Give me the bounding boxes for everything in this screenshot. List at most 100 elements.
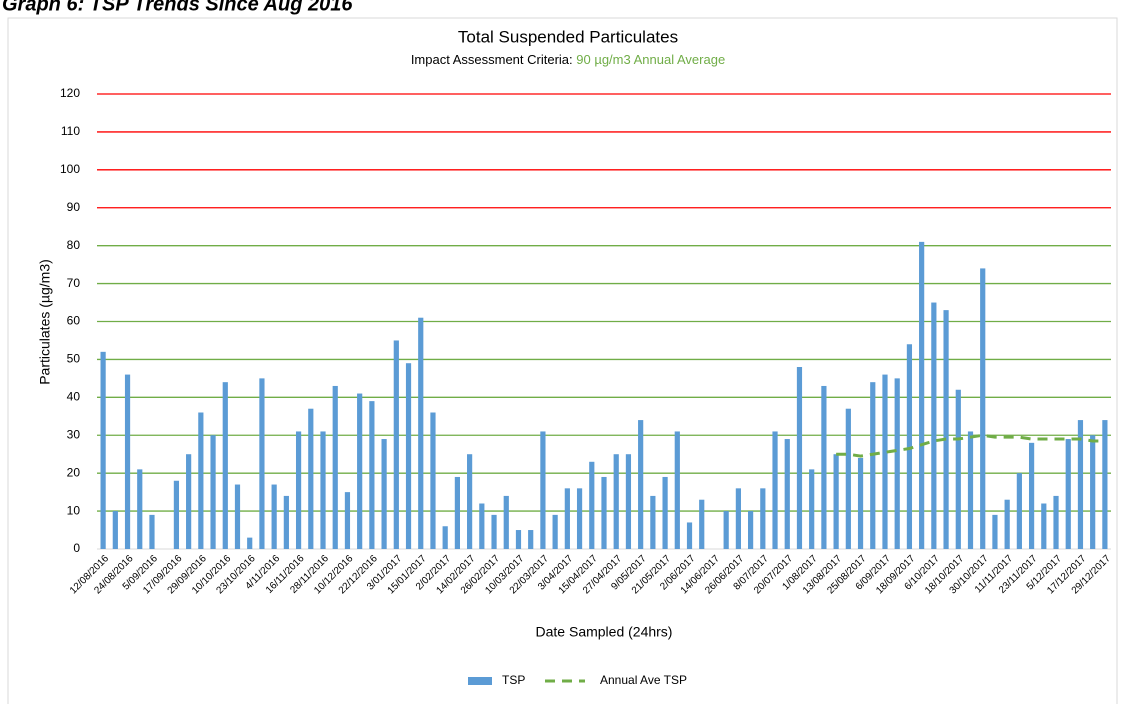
bar — [772, 431, 778, 549]
bar — [405, 363, 412, 549]
bar — [735, 488, 741, 549]
page-title: Graph 6: TSP Trends Since Aug 2016 — [2, 0, 353, 15]
y-tick-label: 100 — [60, 162, 80, 176]
bar — [100, 351, 106, 549]
legend-label: Annual Ave TSP — [600, 673, 687, 687]
bar — [454, 476, 460, 549]
bar — [870, 382, 876, 549]
bar — [198, 412, 204, 549]
bar — [613, 454, 619, 549]
bar — [1090, 435, 1096, 549]
bar — [564, 488, 570, 549]
chart-subtitle: Impact Assessment Criteria: 90 µg/m3 Ann… — [411, 52, 725, 67]
bar — [222, 382, 228, 549]
bar — [479, 503, 485, 549]
bar — [589, 461, 595, 549]
subtitle-text: Impact Assessment Criteria: — [411, 52, 573, 67]
bar — [625, 454, 632, 549]
bar — [503, 495, 509, 549]
bar — [552, 514, 558, 549]
y-axis-title: Particulates (µg/m3) — [37, 259, 53, 385]
bar — [357, 393, 363, 549]
y-tick-label: 40 — [67, 390, 81, 404]
bar — [124, 374, 131, 549]
bar — [393, 340, 399, 549]
bar — [1016, 473, 1022, 549]
bar — [418, 317, 424, 549]
bar — [967, 431, 974, 549]
bar — [748, 511, 754, 549]
bar — [674, 431, 680, 549]
bar — [515, 530, 522, 549]
bar — [369, 401, 375, 549]
bar — [1065, 439, 1071, 549]
bar — [809, 469, 815, 549]
bar — [149, 514, 155, 549]
bar — [931, 302, 937, 549]
bar — [295, 431, 302, 549]
bar — [1028, 442, 1035, 549]
bar — [821, 385, 827, 549]
y-tick-label: 120 — [60, 86, 80, 100]
bar — [186, 454, 192, 549]
y-tick-label: 50 — [67, 352, 81, 366]
bar — [980, 268, 986, 549]
bar — [699, 499, 705, 549]
bar — [1004, 499, 1010, 549]
bar — [271, 484, 277, 549]
line — [836, 433, 1105, 458]
bar — [173, 480, 180, 549]
bar — [210, 435, 216, 549]
bar — [894, 378, 900, 549]
bar — [259, 378, 265, 549]
bar — [882, 374, 888, 549]
bar — [1077, 420, 1084, 549]
bar — [1053, 495, 1059, 549]
bar — [1041, 503, 1047, 549]
bar — [906, 344, 913, 549]
bar — [760, 488, 766, 549]
bar — [833, 454, 839, 549]
y-tick-label: 0 — [73, 541, 80, 555]
legend-label: TSP — [502, 673, 525, 687]
chart-title: Total Suspended Particulates — [458, 27, 678, 46]
y-tick-label: 80 — [67, 238, 81, 252]
y-tick-label: 10 — [67, 503, 81, 517]
subtitle-highlight: 90 µg/m3 Annual Average — [576, 52, 725, 67]
bar — [442, 526, 448, 549]
bar — [955, 389, 961, 549]
bar — [247, 537, 253, 549]
bar — [540, 431, 546, 549]
bar — [381, 439, 387, 549]
legend-swatch — [468, 677, 492, 685]
bar — [686, 522, 693, 549]
bar — [344, 492, 351, 549]
bar — [601, 476, 607, 549]
bar — [137, 469, 143, 549]
x-axis-title: Date Sampled (24hrs) — [536, 624, 673, 640]
bar — [491, 514, 497, 549]
bar — [638, 420, 644, 549]
bar — [943, 310, 949, 549]
y-tick-label: 20 — [67, 465, 81, 479]
bar — [308, 408, 314, 549]
bar — [430, 412, 436, 549]
y-tick-label: 70 — [67, 276, 81, 290]
bar — [796, 367, 803, 549]
y-tick-label: 60 — [67, 314, 81, 328]
y-tick-label: 90 — [67, 200, 81, 214]
bar — [320, 431, 326, 549]
bar — [857, 458, 864, 549]
y-tick-label: 30 — [67, 427, 81, 441]
bar — [283, 495, 289, 549]
y-tick-label: 110 — [61, 124, 80, 138]
bar — [1102, 420, 1108, 549]
bar — [467, 454, 473, 549]
chart-frame — [7, 17, 1118, 704]
bar — [234, 484, 241, 549]
bar — [919, 241, 925, 549]
bar — [723, 511, 729, 549]
bar — [528, 530, 534, 549]
bar — [992, 514, 998, 549]
